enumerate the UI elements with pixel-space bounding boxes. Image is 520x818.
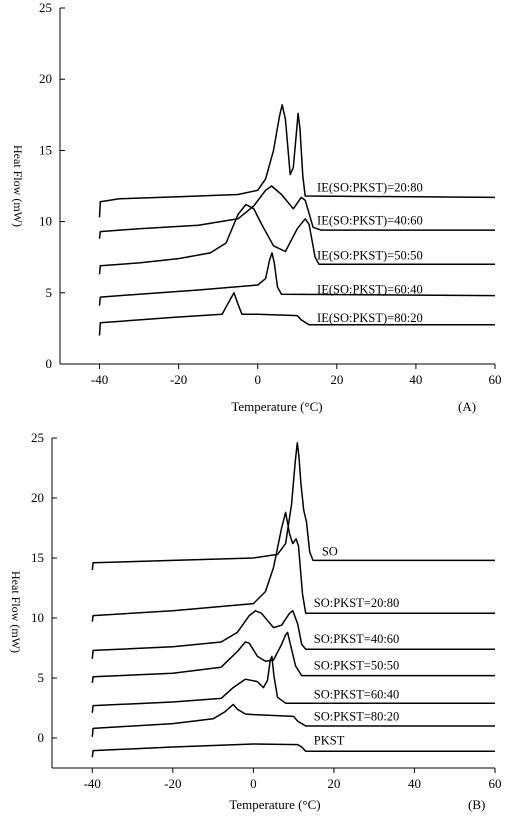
y-tick-label: 25 [39, 0, 52, 15]
x-tick-label: -40 [91, 372, 108, 387]
x-axis-label: Temperature (°C) [231, 399, 322, 414]
x-tick-label: 0 [250, 776, 257, 791]
x-ticks: -40 -20 0 20 40 60 [84, 768, 502, 791]
series-label: IE(SO:PKST)=50:50 [317, 248, 423, 262]
series-label: SO:PKST=20:80 [314, 596, 400, 610]
y-tick-label: 10 [31, 610, 44, 625]
y-tick-label: 20 [31, 490, 44, 505]
panel-label: (A) [458, 399, 476, 414]
series-line [98, 252, 496, 306]
series-label: IE(SO:PKST)=60:40 [317, 283, 423, 297]
series-line [98, 185, 495, 239]
y-ticks: 0 5 10 15 20 25 [31, 430, 57, 745]
x-axis-label: Temperature (°C) [229, 797, 320, 812]
y-tick-label: 0 [38, 730, 45, 745]
y-tick-label: 15 [31, 550, 44, 565]
panel-label: (B) [468, 797, 485, 812]
series-label: SO [322, 545, 338, 559]
series-label: IE(SO:PKST)=80:20 [317, 311, 423, 325]
series-line [91, 610, 495, 659]
y-ticks: 0 5 10 15 20 25 [39, 0, 65, 371]
series-line [91, 655, 495, 713]
x-tick-label: -20 [170, 372, 187, 387]
series-label: SO:PKST=60:40 [314, 687, 400, 701]
x-tick-label: 40 [409, 372, 422, 387]
panel-b-chart: 0 5 10 15 20 25 -40 -20 0 20 40 60 SO SO:PKST=20:80… [9, 430, 502, 812]
series-label: SO:PKST=40:60 [314, 632, 400, 646]
series-label: IE(SO:PKST)=40:60 [317, 213, 423, 227]
x-tick-label: 60 [489, 372, 502, 387]
series-line [98, 292, 495, 336]
series-line [91, 511, 495, 622]
x-tick-label: -40 [84, 776, 101, 791]
series-line [98, 104, 496, 218]
y-tick-label: 15 [39, 142, 52, 157]
x-tick-label: 0 [254, 372, 261, 387]
x-tick-label: 20 [327, 776, 340, 791]
series-line [91, 743, 495, 758]
y-tick-label: 0 [46, 356, 53, 371]
y-axis-label: Heat Flow (mW) [11, 145, 25, 227]
y-tick-label: 25 [31, 430, 44, 445]
y-tick-label: 10 [39, 214, 52, 229]
y-tick-label: 5 [46, 285, 53, 300]
x-tick-label: 40 [408, 776, 421, 791]
series-label: SO:PKST=80:20 [314, 710, 400, 724]
y-axis-label: Heat Flow (mW) [9, 571, 23, 653]
series-line [98, 203, 495, 275]
x-tick-label: -20 [164, 776, 181, 791]
series-line [91, 631, 495, 683]
series-label: SO:PKST=50:50 [314, 659, 400, 673]
panel-a-chart: 0 5 10 15 20 25 -40 -20 0 20 40 60 IE(SO:PKST)=20:… [11, 0, 502, 414]
x-tick-label: 20 [330, 372, 343, 387]
series-layer: SO SO:PKST=20:80 SO:PKST=40:60 SO:PKST=50:5… [91, 442, 495, 758]
x-ticks: -40 -20 0 20 40 60 [91, 364, 502, 387]
series-label: IE(SO:PKST)=20:80 [317, 181, 423, 195]
y-tick-label: 20 [39, 71, 52, 86]
y-tick-label: 5 [38, 670, 45, 685]
series-line [91, 703, 495, 737]
series-label: PKST [314, 734, 345, 748]
series-line [91, 442, 495, 571]
series-layer: IE(SO:PKST)=20:80 IE(SO:PKST)=40:60 IE(SO:… [98, 104, 496, 336]
x-tick-label: 60 [489, 776, 502, 791]
